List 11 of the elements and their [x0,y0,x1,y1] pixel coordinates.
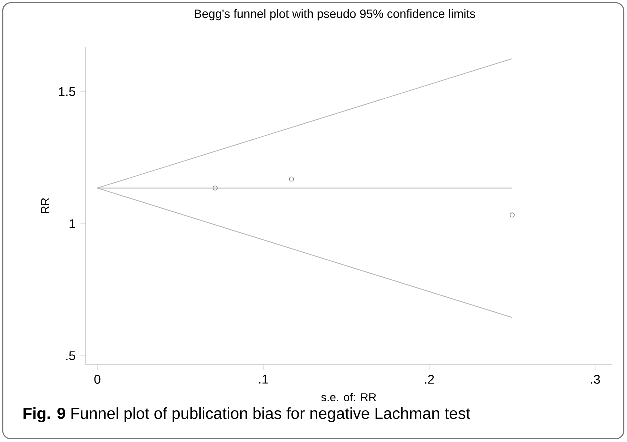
x-tick-label: .1 [259,375,268,384]
y-tick-label: .5 [66,352,76,360]
y-tick-label: 1 [70,220,76,228]
chart-title: Begg's funnel plot with pseudo 95% confidence limits [195,9,476,21]
x-axis-title: s.e. of: RR [322,393,376,402]
y-axis-title: RR [41,198,50,214]
x-tick-label: .3 [591,375,600,384]
x-tick-label: 0 [94,375,101,384]
text: Fig. 9 Funnel plot of publication bias for negative Lachman test [24,408,470,422]
y-tick-label: 1.5 [59,87,76,96]
x-tick-label: .2 [425,375,434,384]
